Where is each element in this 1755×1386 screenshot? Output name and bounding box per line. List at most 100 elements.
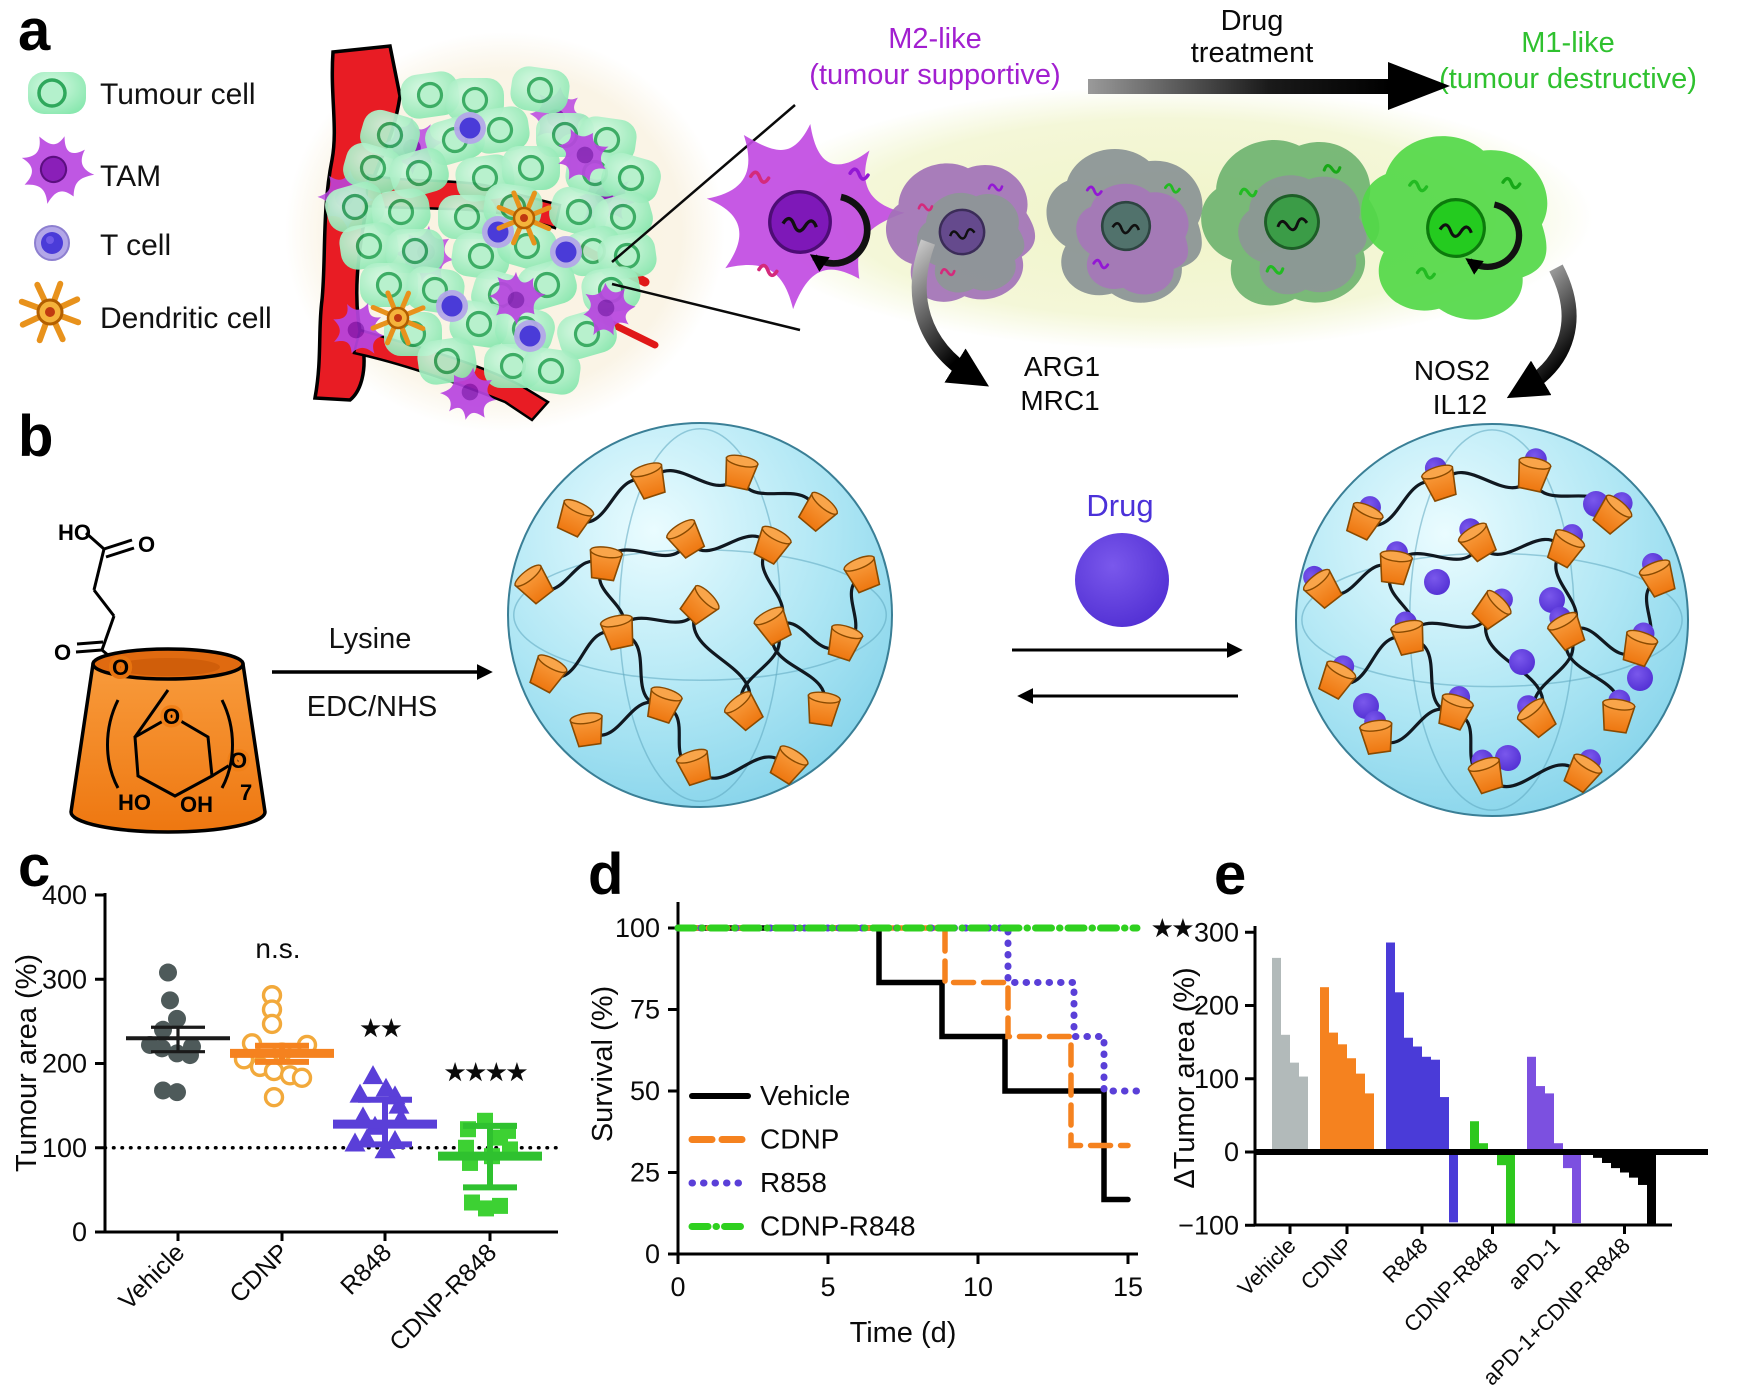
bar	[1299, 1076, 1308, 1152]
svg-text:50: 50	[630, 1076, 660, 1106]
tumour-cell	[593, 191, 653, 243]
tam-icon	[21, 136, 95, 204]
bar	[1545, 1093, 1554, 1152]
atom-o-carbonyl-left: O	[54, 640, 71, 665]
connector-line-bottom	[611, 282, 801, 332]
svg-text:5: 5	[820, 1272, 835, 1302]
cyclodextrin-cup	[1471, 588, 1513, 631]
tam-cell	[333, 303, 384, 354]
svg-text:300: 300	[1194, 917, 1239, 947]
t-cell	[482, 216, 514, 248]
bar	[1272, 957, 1281, 1152]
cyclodextrin-cup	[1592, 492, 1633, 536]
bar	[1497, 1152, 1506, 1166]
drug-treatment-arrow	[1088, 62, 1450, 110]
significance-annotation: n.s.	[255, 933, 300, 964]
svg-text:10: 10	[963, 1272, 993, 1302]
cyclodextrin-cup	[1358, 710, 1393, 755]
drug-molecule	[1495, 745, 1521, 771]
cyclodextrin-cup	[753, 606, 792, 646]
tumour-cell	[470, 106, 530, 154]
bar	[1470, 1121, 1479, 1152]
cyclodextrin-cup	[1345, 496, 1384, 541]
reaction-reagent-bottom: EDC/NHS	[307, 691, 438, 723]
bar	[1290, 1062, 1299, 1152]
svg-text:100: 100	[615, 913, 660, 943]
cyclodextrin-cup	[1516, 695, 1557, 739]
bar	[1347, 1058, 1356, 1152]
bar-group-Vehicle: Vehicle	[1233, 957, 1308, 1301]
m2-marker-arg1: ARG1	[1024, 351, 1100, 382]
t-cell	[514, 320, 546, 352]
bar	[1602, 1152, 1611, 1163]
m1-secretion-arrow	[1506, 264, 1577, 399]
drug-sphere	[1075, 533, 1169, 627]
svg-text:0: 0	[645, 1239, 660, 1269]
tam-cell	[440, 367, 497, 420]
tumour-cell	[417, 337, 477, 385]
tumour-cell	[386, 229, 444, 273]
tumour-cell	[339, 222, 399, 270]
m2-marker-mrc1: MRC1	[1020, 385, 1099, 416]
drug-molecule	[1627, 665, 1653, 691]
svg-text:400: 400	[42, 880, 87, 910]
tumour-cell	[325, 181, 385, 233]
bar	[1629, 1152, 1638, 1178]
drug-molecule	[1539, 587, 1565, 613]
tumour-cell-icon	[28, 72, 86, 114]
cyclodextrin-cup	[569, 712, 603, 748]
macrophage-stage-1	[706, 123, 905, 310]
category-label: CDNP	[224, 1238, 294, 1308]
cyclodextrin-cup	[679, 584, 720, 626]
svg-text:−100: −100	[1178, 1210, 1239, 1240]
bar	[1395, 992, 1404, 1152]
category-label: aPD-1	[1503, 1233, 1565, 1295]
cyclodextrin-cup	[529, 654, 568, 694]
cyclodextrin-cup	[769, 745, 809, 786]
cyclodextrin-cup	[807, 691, 842, 727]
bar	[1404, 1037, 1413, 1152]
cyclodextrin-cup	[1457, 518, 1498, 563]
bar	[1386, 942, 1395, 1152]
t-cell-icon	[34, 225, 70, 261]
atom-ho-top: HO	[58, 520, 91, 545]
data-point	[154, 1081, 172, 1100]
cyclodextrin-cup	[797, 491, 839, 533]
bar	[1422, 1056, 1431, 1152]
survival-curve-Vehicle	[675, 925, 1131, 1203]
drug-treatment-line1: Drug	[1221, 5, 1284, 37]
cyclodextrin-cup	[753, 525, 793, 566]
tumour-cell	[360, 263, 418, 307]
bar	[1440, 1097, 1449, 1152]
atom-oh-bottom: OH	[180, 792, 213, 817]
category-label: R848	[1378, 1233, 1433, 1288]
significance-annotation: ★★	[360, 1015, 402, 1041]
t-cell	[454, 112, 486, 144]
tumour-cell	[400, 71, 460, 119]
axes: 0 25 50 75 100 0 5 10 15	[615, 902, 1143, 1302]
cyclodextrin-cup	[665, 519, 706, 560]
significance-annotation: ★★	[1152, 915, 1194, 941]
cyclodextrin-cup	[675, 748, 712, 787]
bar	[1620, 1152, 1629, 1173]
cyclodextrin-cup	[1389, 611, 1424, 656]
cyclodextrin-cup	[723, 691, 764, 732]
scatter-group-CDNP-R848	[438, 1112, 542, 1217]
svg-text:0: 0	[670, 1272, 685, 1302]
t-cell	[436, 290, 468, 322]
tumour-cell	[389, 147, 449, 199]
polymer-chain	[1323, 537, 1566, 596]
bar	[1536, 1086, 1545, 1152]
legend-label-t-cell: T cell	[100, 229, 171, 262]
tumour-cell	[521, 347, 581, 395]
atom-o-carbonyl-top: O	[138, 532, 155, 557]
repeat-subscript: 7	[240, 780, 252, 805]
cyclodextrin-cup	[599, 614, 634, 651]
m2-secretion-arrow	[911, 239, 989, 387]
cyclodextrin-cup	[589, 546, 624, 582]
atom-o-ester: O	[112, 655, 129, 680]
tumour-cell	[438, 195, 496, 239]
scatter-group-CDNP	[230, 985, 334, 1108]
tumour-mass-illustration	[285, 32, 725, 432]
panel-c-label: c	[18, 834, 51, 899]
